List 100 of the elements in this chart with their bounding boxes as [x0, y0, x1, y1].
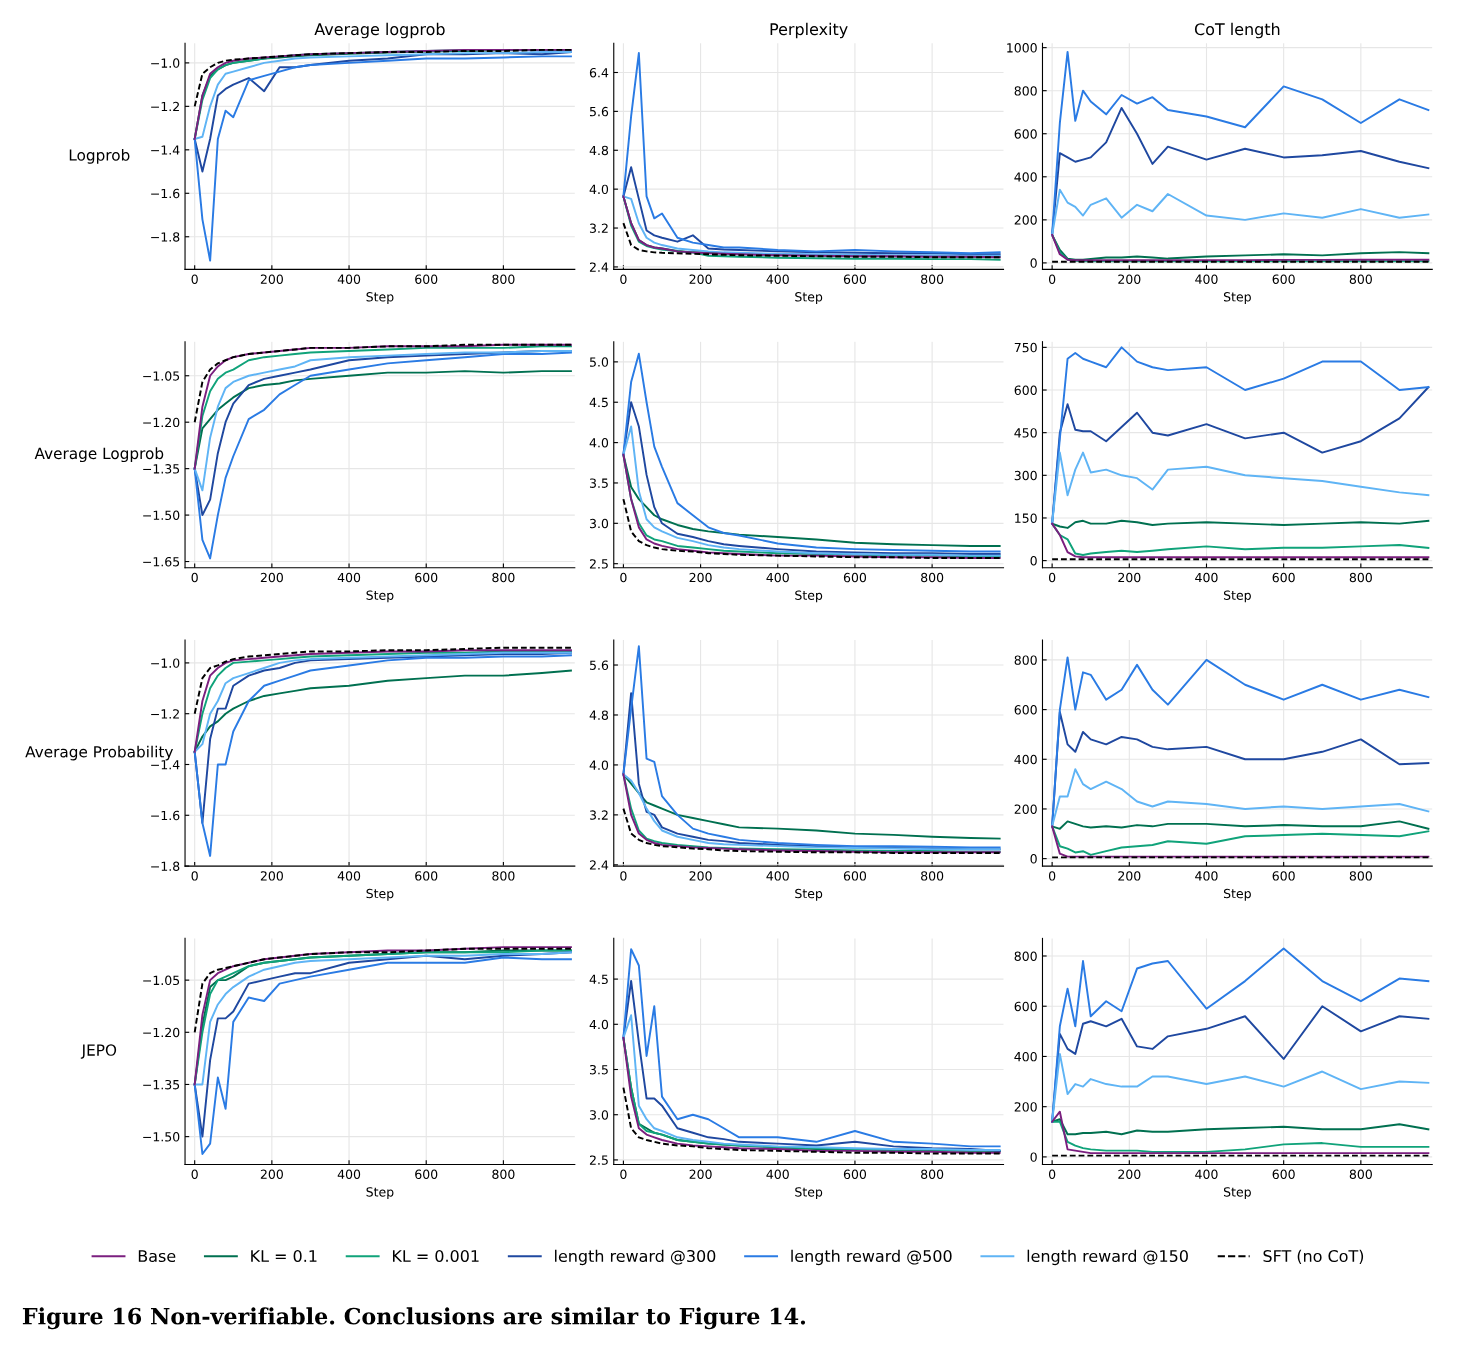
x-tick-label: 0 [620, 871, 627, 881]
y-tick-label: 0 [1030, 258, 1037, 268]
x-axis-title: Step [1223, 1187, 1251, 1200]
y-tick-label: 3.5 [589, 478, 608, 488]
x-tick-label: 0 [620, 274, 627, 284]
x-tick-label: 0 [1048, 274, 1056, 284]
y-tick-label: 3.0 [589, 1110, 609, 1120]
y-tick-label: 5.6 [589, 106, 609, 117]
x-tick-label: 800 [921, 572, 944, 583]
x-axis-title: Step [795, 590, 823, 603]
caption: Figure 16 Non-verifiable. Conclusions are similar to Figure 14. [22, 1307, 806, 1330]
y-tick-label: 4.0 [589, 438, 609, 448]
x-tick-label: 600 [415, 274, 438, 284]
y-tick-label: 3.5 [589, 1064, 608, 1075]
y-tick-label: 4.0 [589, 184, 609, 195]
x-tick-label: 200 [260, 1169, 283, 1179]
y-tick-label: 4.0 [589, 760, 609, 770]
x-tick-label: 800 [921, 1169, 944, 1179]
legend-label: length reward @300 [555, 1249, 716, 1266]
legend-label: KL = 0.1 [251, 1249, 317, 1263]
x-tick-label: 0 [191, 572, 198, 583]
x-tick-label: 0 [1048, 871, 1056, 881]
y-tick-label: 2.4 [589, 860, 609, 870]
y-tick-label: −1.0 [151, 658, 180, 668]
x-tick-label: 600 [1272, 274, 1295, 284]
y-tick-label: −1.4 [151, 760, 180, 770]
y-tick-label: −1.6 [151, 810, 180, 821]
x-tick-label: 600 [843, 1169, 867, 1179]
legend-label: length reward @500 [791, 1249, 952, 1266]
y-tick-label: 4.5 [589, 397, 608, 408]
x-tick-label: 800 [1349, 1169, 1372, 1179]
y-tick-label: −1.50 [143, 510, 180, 521]
x-tick-label: 800 [492, 274, 515, 284]
y-tick-label: 450 [1014, 428, 1037, 438]
chart-title: Perplexity [770, 22, 848, 39]
y-tick-label: 300 [1014, 470, 1037, 481]
x-tick-label: 400 [766, 871, 789, 881]
x-tick-label: 800 [492, 572, 515, 583]
y-tick-label: 800 [1014, 655, 1037, 665]
y-tick-label: 150 [1015, 513, 1037, 523]
x-tick-label: 800 [1349, 871, 1372, 881]
y-tick-label: 3.0 [589, 518, 609, 529]
y-tick-label: 600 [1014, 129, 1037, 139]
chart-title: CoT length [1194, 22, 1280, 39]
legend-label: SFT (no CoT) [1263, 1249, 1364, 1264]
y-tick-label: 800 [1014, 951, 1037, 961]
y-tick-label: −1.8 [151, 232, 180, 242]
y-tick-label: −1.0 [151, 58, 180, 68]
x-tick-label: 400 [1195, 871, 1218, 881]
x-tick-label: 400 [337, 274, 361, 284]
y-tick-label: 400 [1014, 754, 1037, 765]
x-axis-title: Step [366, 888, 394, 901]
y-tick-label: 0 [1030, 854, 1037, 864]
x-tick-label: 200 [1118, 274, 1141, 284]
x-tick-label: 0 [1048, 1169, 1056, 1179]
y-axis-title: Average Probability [25, 745, 174, 761]
legend-label: KL = 0.001 [392, 1249, 479, 1263]
x-tick-label: 400 [766, 1169, 789, 1179]
x-tick-label: 600 [1272, 1169, 1295, 1179]
y-tick-label: 200 [1014, 804, 1037, 814]
x-axis-title: Step [1223, 590, 1251, 603]
x-tick-label: 800 [1349, 572, 1372, 583]
x-tick-label: 0 [191, 274, 198, 284]
x-tick-label: 400 [1195, 274, 1218, 284]
legend-label: length reward @150 [1027, 1249, 1188, 1266]
y-tick-label: −1.2 [151, 709, 179, 719]
x-tick-label: 600 [1272, 871, 1295, 881]
x-axis-title: Step [366, 292, 394, 304]
x-tick-label: 200 [689, 871, 712, 881]
x-tick-label: 400 [766, 572, 789, 583]
x-tick-label: 400 [337, 572, 361, 583]
y-tick-label: −1.8 [151, 861, 180, 872]
y-tick-label: −1.50 [143, 1132, 180, 1142]
y-tick-label: 0 [1030, 1152, 1037, 1162]
x-tick-label: 600 [415, 1169, 438, 1179]
x-tick-label: 200 [260, 572, 283, 583]
x-tick-label: 0 [191, 1169, 198, 1179]
x-axis-title: Step [795, 292, 823, 304]
y-tick-label: 400 [1014, 1051, 1037, 1062]
x-tick-label: 600 [415, 871, 438, 881]
x-tick-label: 600 [1272, 572, 1295, 583]
y-tick-label: 4.5 [589, 974, 608, 985]
x-axis-title: Step [1223, 888, 1251, 901]
x-tick-label: 800 [492, 871, 515, 881]
y-tick-label: 600 [1014, 705, 1037, 715]
y-tick-label: 800 [1014, 86, 1037, 96]
y-tick-label: 600 [1014, 1001, 1037, 1012]
y-tick-label: 6.4 [589, 67, 609, 78]
y-tick-label: −1.05 [143, 975, 180, 986]
y-tick-label: 2.5 [589, 559, 608, 569]
x-tick-label: 0 [1048, 572, 1056, 583]
y-tick-label: −1.35 [143, 464, 180, 474]
y-tick-label: 4.8 [589, 710, 609, 720]
x-tick-label: 200 [1118, 1169, 1141, 1179]
y-tick-label: 200 [1014, 1102, 1037, 1112]
x-axis-title: Step [366, 1187, 394, 1200]
x-axis-title: Step [366, 590, 394, 603]
x-tick-label: 800 [921, 274, 944, 284]
x-tick-label: 800 [1349, 274, 1372, 284]
x-tick-label: 400 [1195, 1169, 1218, 1179]
